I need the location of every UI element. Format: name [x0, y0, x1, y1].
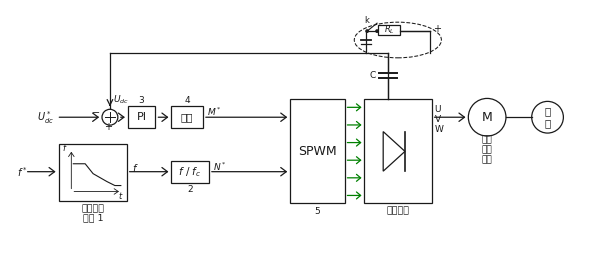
Bar — [171, 106, 203, 128]
Bar — [364, 99, 432, 203]
Text: $f$: $f$ — [62, 143, 68, 153]
Text: 飞
轮: 飞 轮 — [544, 106, 551, 128]
Text: W: W — [434, 125, 443, 134]
Text: 2: 2 — [188, 185, 193, 194]
Bar — [171, 161, 209, 183]
Text: 功率模块: 功率模块 — [387, 207, 410, 216]
Text: C: C — [370, 71, 376, 80]
Bar — [128, 106, 155, 128]
Text: +: + — [104, 122, 112, 132]
Text: 3: 3 — [139, 96, 145, 105]
Text: $N^*$: $N^*$ — [213, 160, 226, 173]
Text: $f\ /\ f_c$: $f\ /\ f_c$ — [178, 165, 202, 179]
Text: $U^*_{dc}$: $U^*_{dc}$ — [38, 109, 54, 126]
Text: PI: PI — [137, 112, 146, 122]
Text: 4: 4 — [185, 96, 190, 105]
Text: 高速
异步
电机: 高速 异步 电机 — [482, 135, 492, 165]
Text: $f^*$: $f^*$ — [17, 165, 28, 179]
Circle shape — [366, 30, 368, 32]
Text: U: U — [434, 105, 441, 114]
Text: M: M — [482, 111, 492, 124]
Text: $f$: $f$ — [132, 162, 139, 174]
Bar — [290, 99, 345, 203]
Circle shape — [376, 30, 378, 32]
Text: 曲线 1: 曲线 1 — [83, 214, 103, 223]
Text: $t$: $t$ — [118, 190, 124, 201]
Bar — [59, 144, 127, 201]
Text: $R_L$: $R_L$ — [384, 24, 394, 36]
Bar — [378, 25, 400, 35]
Text: −: − — [92, 108, 100, 118]
Text: $M^*$: $M^*$ — [207, 106, 221, 118]
Text: V: V — [434, 115, 441, 124]
Text: SPWM: SPWM — [298, 145, 336, 158]
Text: k: k — [364, 16, 369, 25]
Text: $U_{dc}$: $U_{dc}$ — [113, 94, 129, 106]
Text: 限幅: 限幅 — [181, 112, 194, 122]
Text: 5: 5 — [315, 207, 320, 216]
Text: +: + — [434, 24, 442, 34]
Text: 飞轮降速: 飞轮降速 — [82, 205, 105, 214]
